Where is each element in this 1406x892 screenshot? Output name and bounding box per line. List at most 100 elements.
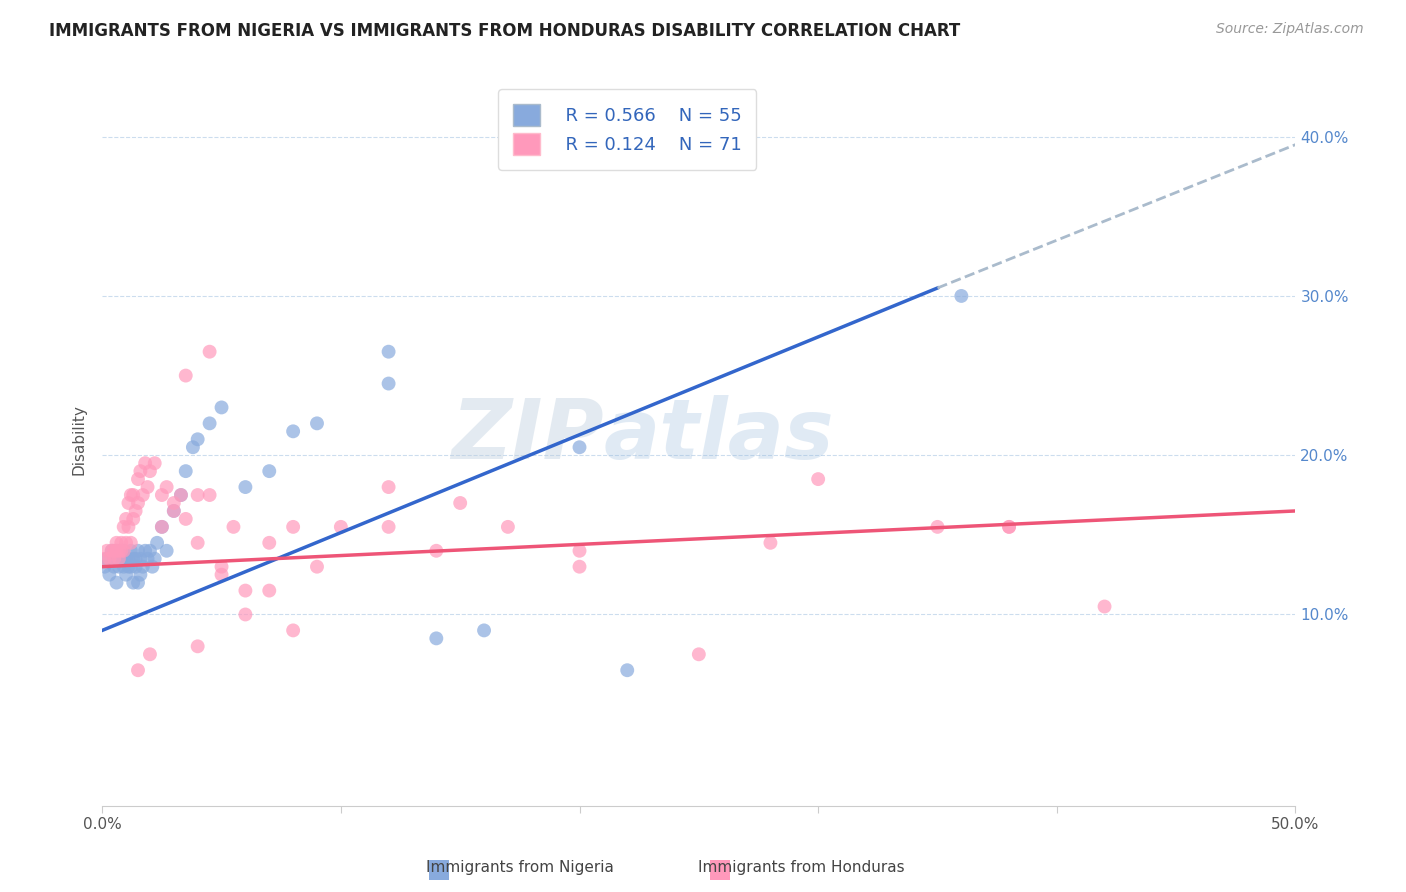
Point — [108, 543, 131, 558]
Point — [122, 575, 145, 590]
Point — [117, 551, 139, 566]
Point — [163, 504, 186, 518]
Point — [112, 543, 135, 558]
Point — [98, 567, 121, 582]
Point — [115, 512, 138, 526]
Point — [127, 472, 149, 486]
Point — [112, 520, 135, 534]
Point — [134, 456, 156, 470]
Point — [120, 559, 142, 574]
Point — [117, 520, 139, 534]
Point — [127, 496, 149, 510]
Point — [124, 504, 146, 518]
Point — [198, 488, 221, 502]
Point — [115, 567, 138, 582]
Point — [108, 551, 131, 566]
Point — [377, 376, 399, 391]
Point — [110, 543, 132, 558]
Point — [187, 640, 209, 654]
Point — [156, 480, 179, 494]
Point — [93, 551, 115, 566]
Point — [163, 504, 186, 518]
Point — [281, 425, 304, 439]
Point — [143, 551, 166, 566]
Point — [110, 543, 132, 558]
Point — [120, 488, 142, 502]
Point — [472, 624, 495, 638]
Point — [150, 520, 173, 534]
Point — [998, 520, 1021, 534]
Point — [110, 551, 132, 566]
Point — [259, 464, 281, 478]
Point — [259, 583, 281, 598]
Point — [163, 496, 186, 510]
Point — [568, 543, 591, 558]
Point — [174, 512, 197, 526]
Point — [688, 648, 710, 662]
Point — [103, 551, 125, 566]
Point — [129, 567, 152, 582]
Point — [96, 551, 118, 566]
Point — [156, 543, 179, 558]
Point — [235, 480, 257, 494]
Point — [112, 559, 135, 574]
Point — [1094, 599, 1116, 614]
Point — [211, 401, 233, 415]
Text: Source: ZipAtlas.com: Source: ZipAtlas.com — [1216, 22, 1364, 37]
Point — [120, 536, 142, 550]
Point — [105, 536, 128, 550]
Point — [117, 496, 139, 510]
Point — [281, 624, 304, 638]
Point — [174, 368, 197, 383]
Point — [122, 488, 145, 502]
Point — [377, 344, 399, 359]
Point — [377, 480, 399, 494]
Point — [198, 344, 221, 359]
Point — [103, 551, 125, 566]
Point — [110, 536, 132, 550]
Point — [132, 488, 155, 502]
Point — [377, 520, 399, 534]
Point — [96, 543, 118, 558]
Point — [150, 520, 173, 534]
Point — [134, 543, 156, 558]
Point — [235, 583, 257, 598]
Point — [211, 559, 233, 574]
Point — [103, 543, 125, 558]
Point — [122, 512, 145, 526]
Point — [105, 575, 128, 590]
Point — [115, 551, 138, 566]
Point — [181, 440, 204, 454]
Point — [127, 543, 149, 558]
Y-axis label: Disability: Disability — [72, 404, 86, 475]
Point — [425, 543, 447, 558]
Point — [150, 488, 173, 502]
Text: ZIP: ZIP — [451, 395, 603, 476]
Point — [127, 663, 149, 677]
Point — [329, 520, 352, 534]
Point — [141, 559, 163, 574]
Point — [127, 575, 149, 590]
Point — [259, 536, 281, 550]
Point — [139, 543, 162, 558]
Point — [129, 464, 152, 478]
Point — [143, 456, 166, 470]
Text: IMMIGRANTS FROM NIGERIA VS IMMIGRANTS FROM HONDURAS DISABILITY CORRELATION CHART: IMMIGRANTS FROM NIGERIA VS IMMIGRANTS FR… — [49, 22, 960, 40]
Point — [187, 536, 209, 550]
Point — [120, 543, 142, 558]
Point — [122, 551, 145, 566]
Point — [170, 488, 193, 502]
Point — [129, 551, 152, 566]
Point — [568, 440, 591, 454]
Point — [211, 567, 233, 582]
Point — [98, 551, 121, 566]
Point — [927, 520, 949, 534]
Point — [105, 543, 128, 558]
Point — [425, 632, 447, 646]
Text: atlas: atlas — [603, 395, 834, 476]
Point — [305, 559, 328, 574]
Point — [235, 607, 257, 622]
Point — [100, 543, 122, 558]
Point — [759, 536, 782, 550]
Point — [105, 543, 128, 558]
